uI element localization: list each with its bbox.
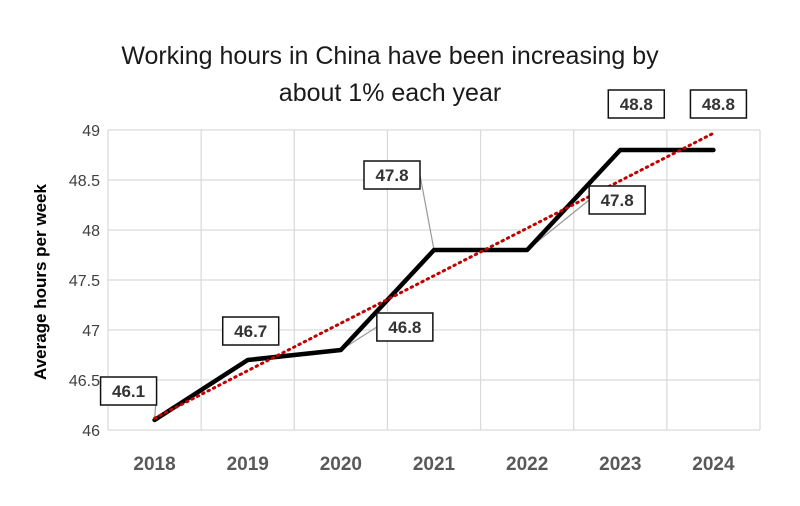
data-label-box xyxy=(376,312,434,342)
data-label-box xyxy=(689,89,748,119)
data-labels: 46.1 46.7 46.8 47.8 47.8 48.8 48.8 xyxy=(99,89,748,406)
x-tick-label: 2021 xyxy=(413,454,456,475)
x-tick-label: 2024 xyxy=(692,454,735,475)
data-label: 47.8 xyxy=(601,191,634,210)
y-tick-label: 48 xyxy=(82,223,100,240)
y-tick-label: 47 xyxy=(82,323,100,340)
y-axis-ticks: 46 46.5 47 47.5 48 48.5 49 xyxy=(69,123,100,440)
x-tick-label: 2020 xyxy=(320,454,362,475)
leader-line xyxy=(419,174,435,251)
y-tick-label: 46 xyxy=(82,423,100,440)
data-label-box xyxy=(221,316,280,346)
y-tick-label: 46.5 xyxy=(69,373,100,390)
data-label: 46.1 xyxy=(112,382,145,401)
chart-title: Working hours in China have been increas… xyxy=(0,38,780,112)
y-tick-label: 49 xyxy=(82,123,100,140)
data-label-box xyxy=(588,185,646,215)
y-axis-label: Average hours per week xyxy=(31,184,50,380)
data-label: 46.8 xyxy=(388,318,421,337)
y-tick-label: 48.5 xyxy=(69,173,100,190)
series-line xyxy=(152,147,716,423)
x-tick-label: 2023 xyxy=(599,454,641,475)
chart-title-line-2: about 1% each year xyxy=(278,79,502,107)
data-label: 48.8 xyxy=(620,95,653,114)
data-label: 48.8 xyxy=(702,95,735,114)
trendline-path xyxy=(153,131,715,420)
label-leader-lines xyxy=(153,174,590,421)
data-label: 46.7 xyxy=(234,322,267,341)
x-tick-label: 2018 xyxy=(133,454,175,475)
x-tick-label: 2022 xyxy=(506,454,548,475)
x-axis-ticks: 2018 2019 2020 2021 2022 2023 2024 xyxy=(133,454,735,475)
data-label-box xyxy=(99,376,158,406)
data-label-box xyxy=(363,160,421,190)
data-label: 47.8 xyxy=(375,166,408,185)
series-line-path xyxy=(152,147,716,423)
y-tick-label: 47.5 xyxy=(69,273,100,290)
data-label-box xyxy=(607,89,666,119)
x-tick-label: 2019 xyxy=(227,454,269,475)
chart-title-line-1: Working hours in China have been increas… xyxy=(121,42,659,70)
trendline xyxy=(153,131,715,420)
